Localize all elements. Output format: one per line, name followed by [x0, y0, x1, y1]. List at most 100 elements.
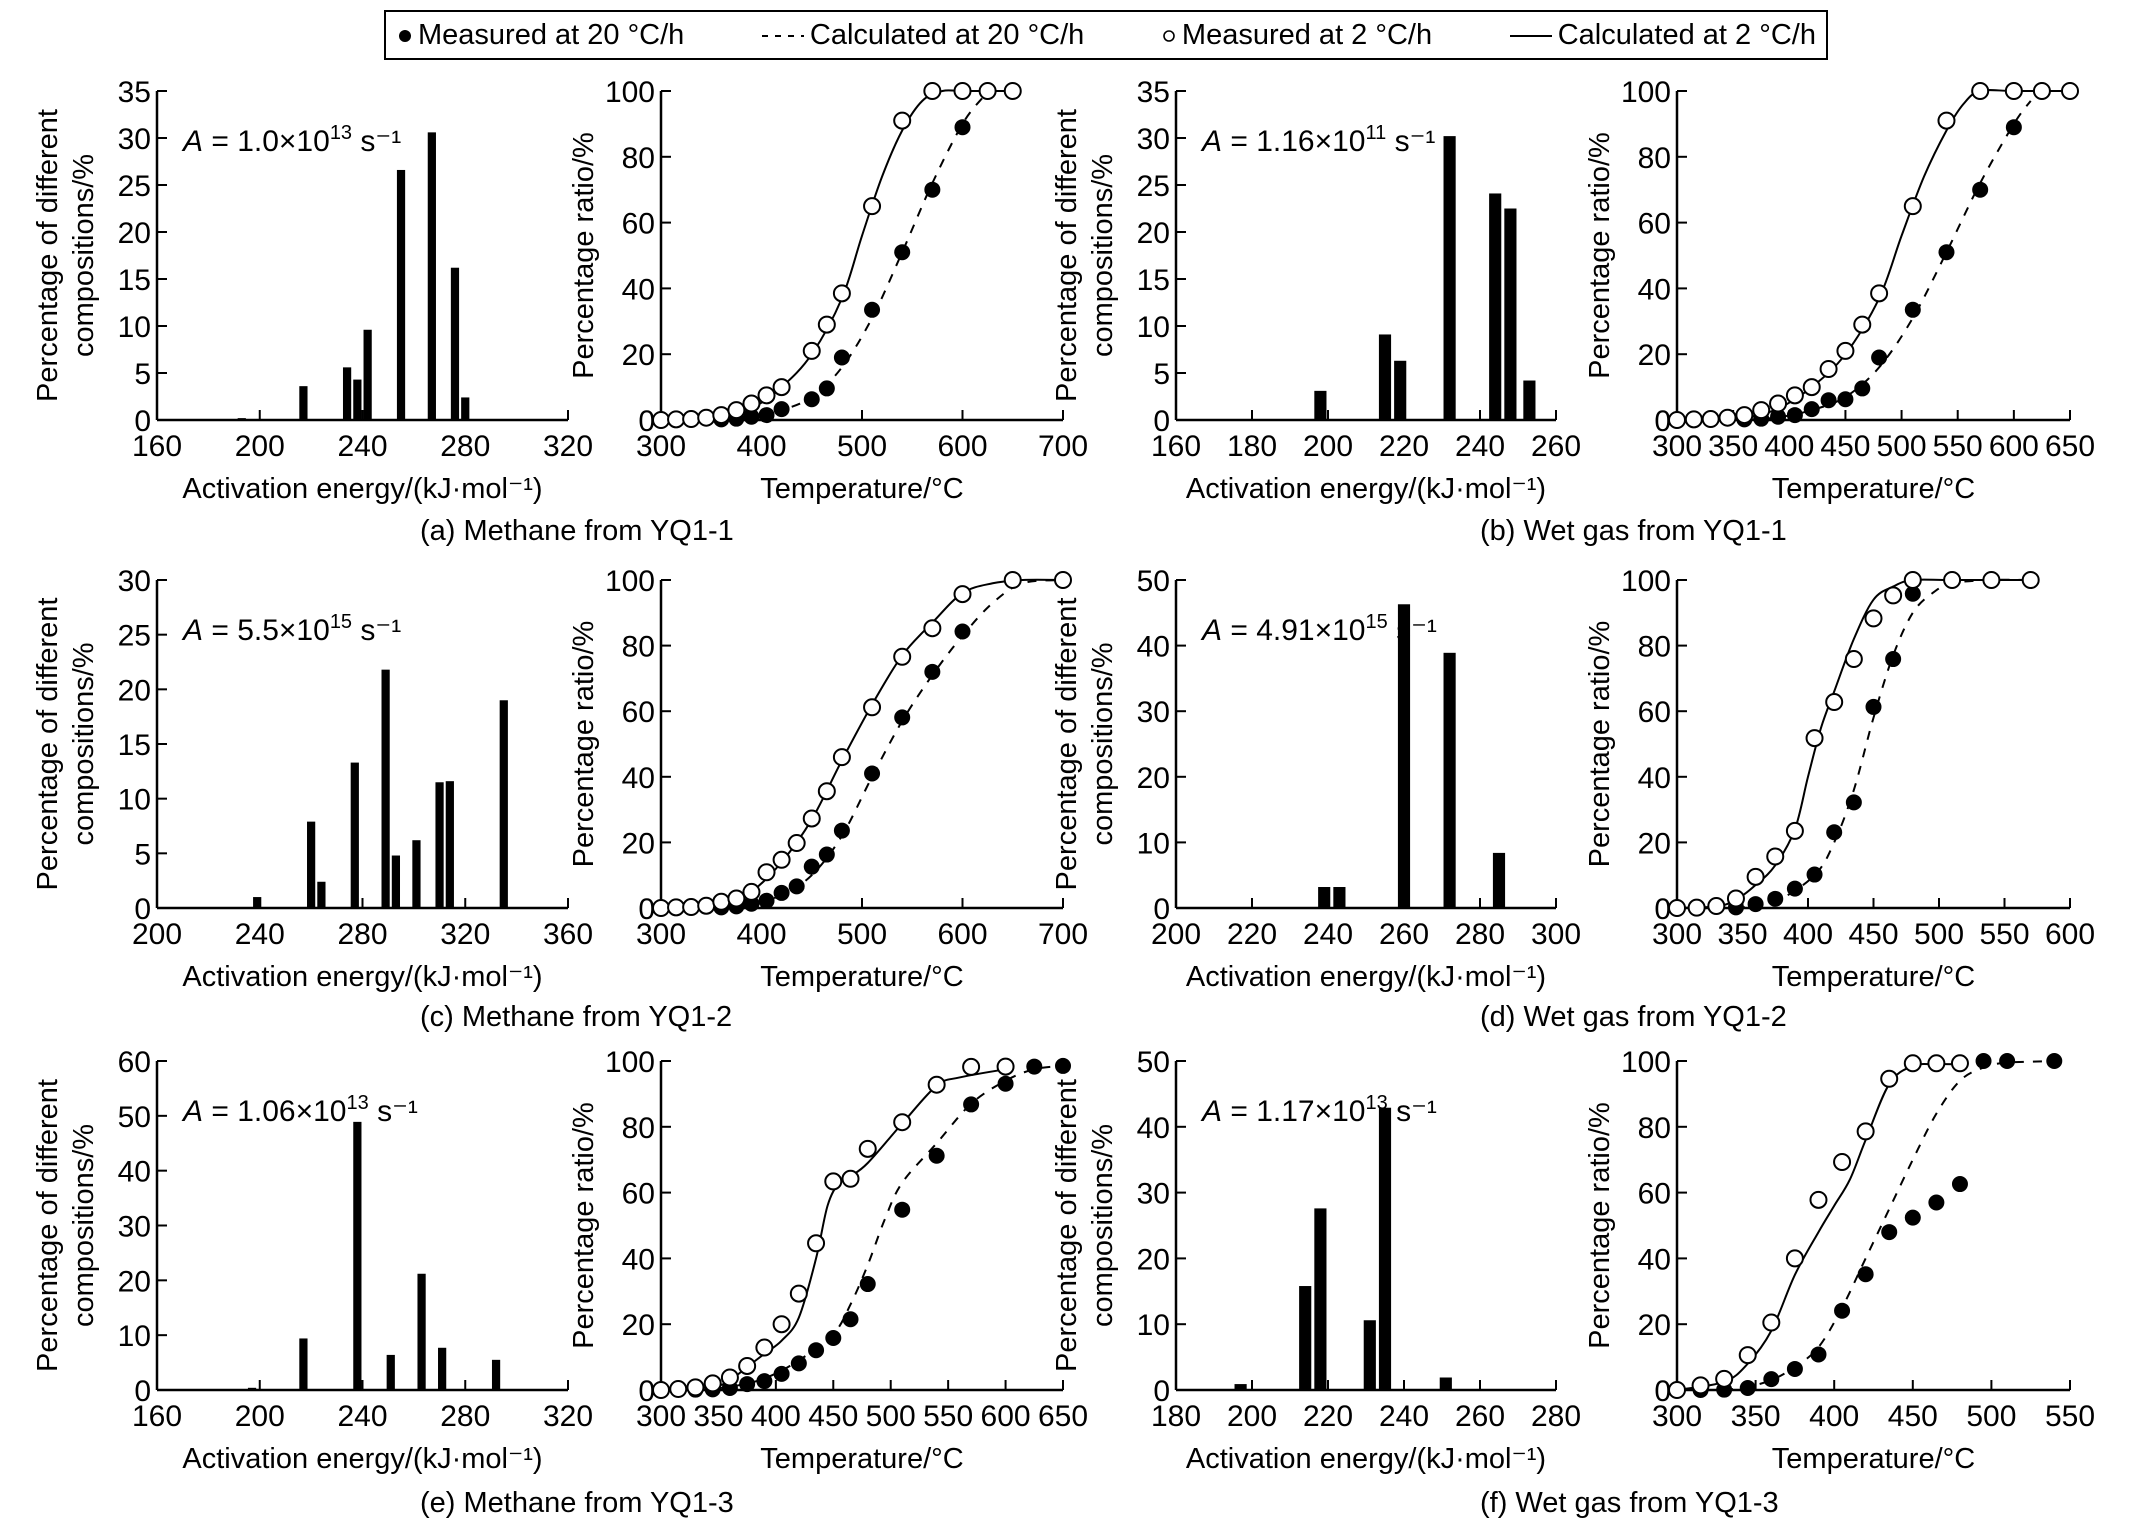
bar [237, 418, 246, 420]
y-tick-label: 0 [1654, 1375, 1671, 1408]
measured-2-point [863, 698, 882, 717]
x-tick-label: 200 [132, 918, 182, 951]
measured-2-point [667, 410, 686, 429]
x-tick-label: 550 [1933, 430, 1983, 463]
y-tick-label: 20 [1137, 217, 1170, 250]
x-tick-label: 180 [1227, 430, 1277, 463]
measured-2-point [1003, 82, 1022, 100]
x-tick-label: 300 [1652, 1400, 1702, 1433]
y-axis-label: Percentage ratio/% [568, 132, 600, 379]
measured-20-point [833, 822, 850, 839]
measured-20-point [2005, 119, 2022, 136]
measured-2-point [1880, 1069, 1899, 1088]
measured-20-point [808, 1342, 825, 1359]
legend-label: Calculated at 2 °C/h [1557, 18, 1816, 51]
measured-2-point [1746, 867, 1765, 886]
y-axis-label: Percentage ratio/% [1584, 621, 1616, 868]
measured-20-point [1026, 1058, 1043, 1075]
x-tick-label: 450 [1888, 1400, 1938, 1433]
x-tick-label: 400 [736, 430, 786, 463]
pre-exponential-factor-label: A = 1.0×1013 s⁻¹ [181, 122, 401, 158]
y-tick-label: 10 [1137, 1309, 1170, 1342]
y-tick-label: 0 [638, 893, 655, 926]
measured-20-point [758, 892, 775, 909]
y-tick-label: 30 [118, 123, 151, 156]
measured-2-point [682, 898, 701, 917]
bar [1439, 1377, 1452, 1390]
x-tick-label: 300 [1652, 918, 1702, 951]
measured-2-point [841, 1169, 860, 1188]
x-tick-label: 200 [235, 430, 285, 463]
measured-2-point [1950, 1054, 1969, 1073]
y-tick-label: 0 [134, 405, 151, 438]
measured-2-point [824, 1172, 843, 1191]
measured-20-point [1837, 391, 1854, 408]
legend-entry-measured-20: Measured at 20 °C/h [396, 19, 684, 52]
measured-2-point [682, 410, 701, 429]
measured-2-point [686, 1378, 705, 1397]
x-tick-label: 280 [1455, 918, 1505, 951]
measured-2-point [2061, 82, 2079, 100]
y-tick-label: 30 [118, 1211, 151, 1244]
y-tick-label: 20 [1638, 827, 1671, 860]
measured-2-point [1833, 1153, 1852, 1172]
measured-2-point [927, 1075, 946, 1094]
y-tick-label: 50 [1137, 565, 1170, 598]
measured-2-point [1943, 571, 1962, 589]
measured-20-point [963, 1096, 980, 1113]
chart-b-line: 0 20 40 60 80 100 300 350 400 450 500 550 600 650 Temp… [1584, 76, 2095, 505]
y-axis-label: Percentage of different [32, 598, 64, 891]
bar [391, 855, 401, 908]
measured-20-point [1739, 1380, 1756, 1397]
y-axis-label: compositions/% [68, 1124, 100, 1327]
measured-2-point [1687, 898, 1706, 917]
y-tick-label: 10 [118, 784, 151, 817]
measured-2-point [738, 1356, 757, 1375]
x-tick-label: 600 [981, 1400, 1031, 1433]
y-axis-label: Percentage of different [1051, 1079, 1083, 1372]
measured-2-point [1870, 284, 1889, 303]
measured-2-point [1836, 341, 1855, 360]
bar [1378, 1107, 1392, 1390]
calculated-2-curve [660, 578, 1064, 909]
calculated-20-curve [721, 579, 1064, 909]
measured-2-point [2004, 82, 2023, 100]
measured-20-point [825, 1330, 842, 1347]
x-tick-label: 260 [1379, 918, 1429, 951]
x-tick-label: 500 [837, 430, 887, 463]
y-tick-label: 50 [118, 1101, 151, 1134]
y-axis-label: compositions/% [1087, 154, 1119, 357]
measured-2-point [1003, 571, 1022, 589]
measured-20-point [1938, 244, 1955, 261]
measured-2-point [1715, 1369, 1734, 1388]
x-tick-label: 160 [1151, 430, 1201, 463]
y-tick-label: 40 [1638, 762, 1671, 795]
measured-2-point [742, 882, 761, 901]
measured-20-point [1803, 401, 1820, 418]
x-tick-label: 180 [1151, 1400, 1201, 1433]
measured-2-point [978, 82, 997, 100]
x-axis-label: Activation energy/(kJ·mol⁻¹) [182, 473, 542, 505]
y-tick-label: 80 [1638, 142, 1671, 175]
measured-20-point [1820, 392, 1837, 409]
y-tick-label: 40 [622, 273, 655, 306]
x-tick-label: 650 [2045, 430, 2095, 463]
measured-2-point [1903, 1054, 1922, 1073]
bar [435, 782, 444, 908]
y-tick-label: 10 [118, 311, 151, 344]
open-circle-marker-icon [1163, 30, 1175, 42]
x-tick-label: 300 [1652, 430, 1702, 463]
measured-2-point [1707, 897, 1726, 916]
x-axis-label: Activation energy/(kJ·mol⁻¹) [1186, 1443, 1546, 1475]
measured-20-point [954, 119, 971, 136]
measured-2-point [697, 408, 716, 427]
bar [1234, 1384, 1247, 1390]
y-tick-label: 100 [1621, 1046, 1671, 1079]
measured-20-point [954, 623, 971, 640]
x-tick-label: 550 [2045, 1400, 2095, 1433]
measured-2-point [1054, 571, 1072, 589]
y-tick-label: 0 [134, 1375, 151, 1408]
measured-20-point [997, 1075, 1014, 1092]
y-tick-label: 0 [1654, 893, 1671, 926]
measured-20-point [773, 401, 790, 418]
